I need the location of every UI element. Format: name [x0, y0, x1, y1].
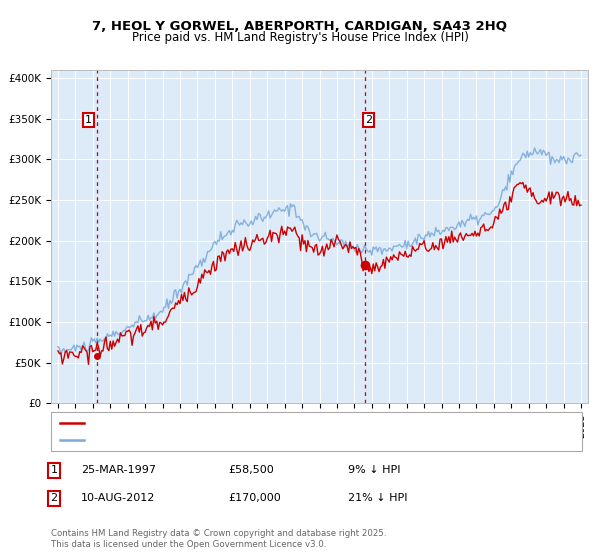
- Text: Contains HM Land Registry data © Crown copyright and database right 2025.
This d: Contains HM Land Registry data © Crown c…: [51, 529, 386, 549]
- Text: 1: 1: [50, 465, 58, 475]
- Text: HPI: Average price, detached house, Ceredigion: HPI: Average price, detached house, Cere…: [88, 435, 338, 445]
- Text: £58,500: £58,500: [228, 465, 274, 475]
- Text: 2: 2: [365, 115, 372, 125]
- Text: 2: 2: [50, 493, 58, 503]
- Text: Price paid vs. HM Land Registry's House Price Index (HPI): Price paid vs. HM Land Registry's House …: [131, 31, 469, 44]
- Text: 7, HEOL Y GORWEL, ABERPORTH, CARDIGAN, SA43 2HQ: 7, HEOL Y GORWEL, ABERPORTH, CARDIGAN, S…: [92, 20, 508, 32]
- Text: £170,000: £170,000: [228, 493, 281, 503]
- Text: 21% ↓ HPI: 21% ↓ HPI: [348, 493, 407, 503]
- Text: 9% ↓ HPI: 9% ↓ HPI: [348, 465, 401, 475]
- Text: 25-MAR-1997: 25-MAR-1997: [81, 465, 156, 475]
- Text: 7, HEOL Y GORWEL, ABERPORTH, CARDIGAN, SA43 2HQ (detached house): 7, HEOL Y GORWEL, ABERPORTH, CARDIGAN, S…: [88, 418, 475, 428]
- Text: 1: 1: [85, 115, 92, 125]
- Text: 10-AUG-2012: 10-AUG-2012: [81, 493, 155, 503]
